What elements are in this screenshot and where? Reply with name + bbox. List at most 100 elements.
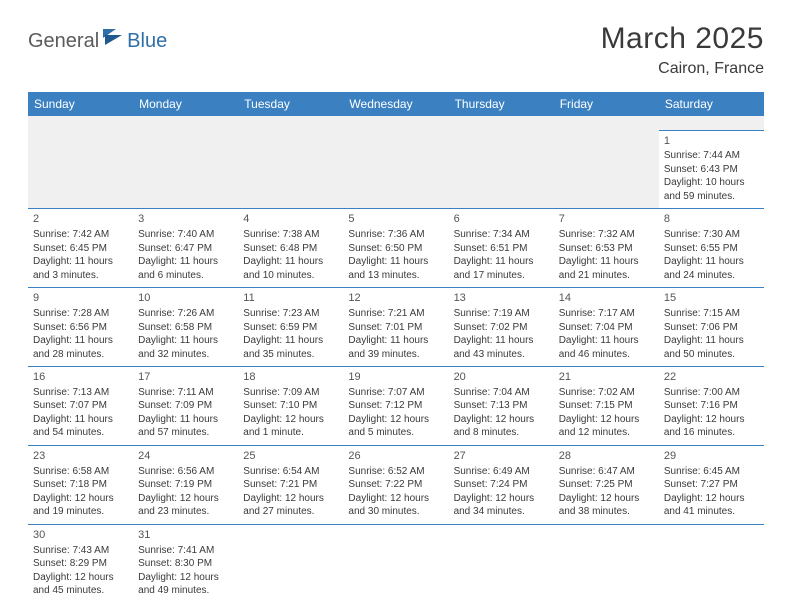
calendar-cell: 21Sunrise: 7:02 AMSunset: 7:15 PMDayligh… [554,367,659,446]
sunrise-text: Sunrise: 7:41 AM [138,544,233,558]
empty-cell [554,116,659,130]
calendar-cell: 18Sunrise: 7:09 AMSunset: 7:10 PMDayligh… [238,367,343,446]
empty-row [28,116,764,130]
calendar-cell [238,130,343,209]
calendar-cell [343,130,448,209]
empty-cell [238,116,343,130]
calendar-cell [659,524,764,602]
sunrise-text: Sunrise: 7:21 AM [348,307,443,321]
calendar-cell: 19Sunrise: 7:07 AMSunset: 7:12 PMDayligh… [343,367,448,446]
sunrise-text: Sunrise: 7:17 AM [559,307,654,321]
daylight-text: Daylight: 12 hours and 23 minutes. [138,492,233,519]
day-number: 18 [243,370,338,385]
sunset-text: Sunset: 6:59 PM [243,321,338,335]
calendar-cell: 2Sunrise: 7:42 AMSunset: 6:45 PMDaylight… [28,209,133,288]
day-number: 29 [664,449,759,464]
daylight-text: Daylight: 12 hours and 34 minutes. [454,492,549,519]
day-number: 9 [33,291,128,306]
sunset-text: Sunset: 7:01 PM [348,321,443,335]
calendar-cell: 12Sunrise: 7:21 AMSunset: 7:01 PMDayligh… [343,288,448,367]
calendar-cell: 23Sunrise: 6:58 AMSunset: 7:18 PMDayligh… [28,445,133,524]
daylight-text: Daylight: 12 hours and 49 minutes. [138,571,233,598]
calendar-cell: 6Sunrise: 7:34 AMSunset: 6:51 PMDaylight… [449,209,554,288]
sunrise-text: Sunrise: 7:26 AM [138,307,233,321]
daylight-text: Daylight: 11 hours and 57 minutes. [138,413,233,440]
sunset-text: Sunset: 7:09 PM [138,399,233,413]
location: Cairon, France [601,60,764,78]
sunrise-text: Sunrise: 7:30 AM [664,228,759,242]
daylight-text: Daylight: 11 hours and 13 minutes. [348,255,443,282]
calendar-row: 30Sunrise: 7:43 AMSunset: 8:29 PMDayligh… [28,524,764,602]
calendar-cell: 31Sunrise: 7:41 AMSunset: 8:30 PMDayligh… [133,524,238,602]
sunrise-text: Sunrise: 6:49 AM [454,465,549,479]
calendar-cell: 26Sunrise: 6:52 AMSunset: 7:22 PMDayligh… [343,445,448,524]
sunset-text: Sunset: 6:45 PM [33,242,128,256]
daylight-text: Daylight: 12 hours and 30 minutes. [348,492,443,519]
sunrise-text: Sunrise: 7:44 AM [664,149,759,163]
weekday-header-row: Sunday Monday Tuesday Wednesday Thursday… [28,92,764,116]
calendar-cell: 22Sunrise: 7:00 AMSunset: 7:16 PMDayligh… [659,367,764,446]
calendar-cell: 4Sunrise: 7:38 AMSunset: 6:48 PMDaylight… [238,209,343,288]
sunrise-text: Sunrise: 7:11 AM [138,386,233,400]
calendar-cell [449,130,554,209]
empty-cell [28,116,133,130]
sunset-text: Sunset: 7:22 PM [348,478,443,492]
sunset-text: Sunset: 7:13 PM [454,399,549,413]
sunset-text: Sunset: 6:47 PM [138,242,233,256]
day-number: 8 [664,212,759,227]
logo-text-blue: Blue [127,30,167,53]
daylight-text: Daylight: 11 hours and 54 minutes. [33,413,128,440]
weekday-header: Friday [554,92,659,116]
daylight-text: Daylight: 12 hours and 5 minutes. [348,413,443,440]
day-number: 1 [664,134,759,149]
calendar-cell: 29Sunrise: 6:45 AMSunset: 7:27 PMDayligh… [659,445,764,524]
calendar-cell: 27Sunrise: 6:49 AMSunset: 7:24 PMDayligh… [449,445,554,524]
weekday-header: Sunday [28,92,133,116]
daylight-text: Daylight: 12 hours and 8 minutes. [454,413,549,440]
daylight-text: Daylight: 12 hours and 1 minute. [243,413,338,440]
sunset-text: Sunset: 7:25 PM [559,478,654,492]
title-block: March 2025 Cairon, France [601,22,764,78]
daylight-text: Daylight: 10 hours and 59 minutes. [664,176,759,203]
calendar-row: 2Sunrise: 7:42 AMSunset: 6:45 PMDaylight… [28,209,764,288]
empty-cell [659,116,764,130]
weekday-header: Thursday [449,92,554,116]
calendar-cell: 24Sunrise: 6:56 AMSunset: 7:19 PMDayligh… [133,445,238,524]
calendar-cell [449,524,554,602]
sunset-text: Sunset: 8:30 PM [138,557,233,571]
day-number: 26 [348,449,443,464]
calendar-cell: 3Sunrise: 7:40 AMSunset: 6:47 PMDaylight… [133,209,238,288]
daylight-text: Daylight: 11 hours and 35 minutes. [243,334,338,361]
sunrise-text: Sunrise: 7:04 AM [454,386,549,400]
calendar-cell: 28Sunrise: 6:47 AMSunset: 7:25 PMDayligh… [554,445,659,524]
daylight-text: Daylight: 12 hours and 27 minutes. [243,492,338,519]
day-number: 31 [138,528,233,543]
calendar-cell: 9Sunrise: 7:28 AMSunset: 6:56 PMDaylight… [28,288,133,367]
day-number: 28 [559,449,654,464]
sunset-text: Sunset: 6:50 PM [348,242,443,256]
day-number: 7 [559,212,654,227]
sunrise-text: Sunrise: 7:09 AM [243,386,338,400]
sunrise-text: Sunrise: 6:54 AM [243,465,338,479]
sunrise-text: Sunrise: 7:13 AM [33,386,128,400]
daylight-text: Daylight: 11 hours and 21 minutes. [559,255,654,282]
sunrise-text: Sunrise: 6:45 AM [664,465,759,479]
day-number: 23 [33,449,128,464]
daylight-text: Daylight: 11 hours and 43 minutes. [454,334,549,361]
calendar-cell: 5Sunrise: 7:36 AMSunset: 6:50 PMDaylight… [343,209,448,288]
sunset-text: Sunset: 7:27 PM [664,478,759,492]
calendar-cell [554,130,659,209]
sunset-text: Sunset: 7:02 PM [454,321,549,335]
sunrise-text: Sunrise: 6:47 AM [559,465,654,479]
sunrise-text: Sunrise: 6:56 AM [138,465,233,479]
empty-cell [133,116,238,130]
sunset-text: Sunset: 6:56 PM [33,321,128,335]
sunset-text: Sunset: 6:53 PM [559,242,654,256]
sunrise-text: Sunrise: 7:36 AM [348,228,443,242]
day-number: 6 [454,212,549,227]
daylight-text: Daylight: 12 hours and 45 minutes. [33,571,128,598]
daylight-text: Daylight: 11 hours and 32 minutes. [138,334,233,361]
sunset-text: Sunset: 6:55 PM [664,242,759,256]
calendar-cell: 20Sunrise: 7:04 AMSunset: 7:13 PMDayligh… [449,367,554,446]
calendar-cell [238,524,343,602]
